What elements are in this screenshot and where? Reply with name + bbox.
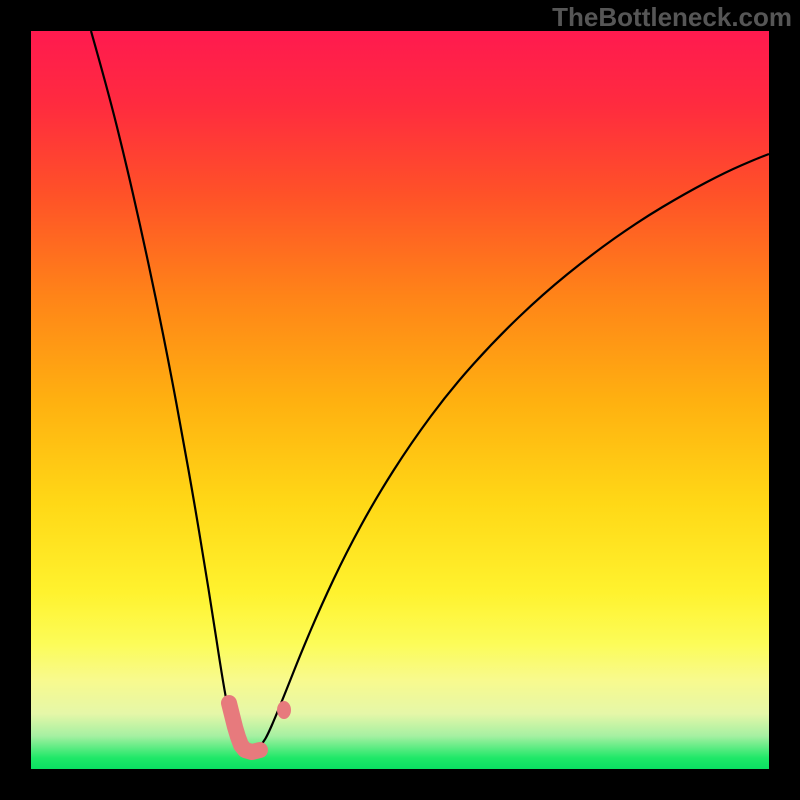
watermark-text: TheBottleneck.com <box>552 2 792 33</box>
chart-frame: TheBottleneck.com <box>0 0 800 800</box>
chart-svg <box>0 0 800 800</box>
right-marker-dot <box>277 701 291 719</box>
plot-area <box>31 31 769 769</box>
gradient-background <box>31 31 769 769</box>
